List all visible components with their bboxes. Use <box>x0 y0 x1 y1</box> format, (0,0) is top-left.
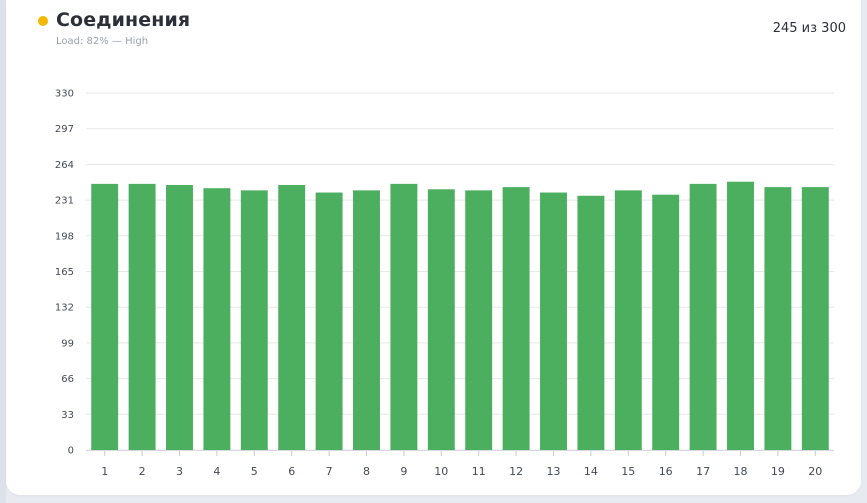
x-tick-label: 15 <box>621 465 635 478</box>
x-tick-label: 3 <box>176 465 183 478</box>
bar-18[interactable] <box>727 181 754 450</box>
x-tick-label: 16 <box>659 465 673 478</box>
x-tick-label: 4 <box>213 465 220 478</box>
y-tick-label: 132 <box>55 303 74 314</box>
x-tick-label: 13 <box>547 465 561 478</box>
x-tick-label: 5 <box>251 465 258 478</box>
bar-5[interactable] <box>240 190 268 450</box>
y-tick-label: 165 <box>55 267 74 278</box>
bar-13[interactable] <box>540 192 567 450</box>
bar-11[interactable] <box>465 190 493 450</box>
bar-1[interactable] <box>91 183 119 450</box>
y-tick-label: 231 <box>55 196 74 207</box>
x-tick-label: 2 <box>139 465 146 478</box>
bar-6[interactable] <box>278 184 306 451</box>
x-tick-label: 10 <box>434 465 448 478</box>
bar-16[interactable] <box>652 194 680 450</box>
bar-3[interactable] <box>166 184 193 451</box>
bar-19[interactable] <box>764 187 792 451</box>
bar-10[interactable] <box>427 189 455 451</box>
y-tick-label: 264 <box>55 160 74 171</box>
y-tick-label: 0 <box>68 446 74 457</box>
x-tick-label: 6 <box>288 465 295 478</box>
x-tick-label: 17 <box>696 465 710 478</box>
bar-9[interactable] <box>390 183 418 450</box>
x-tick-label: 20 <box>808 465 822 478</box>
bar-8[interactable] <box>353 190 380 450</box>
y-tick-label: 66 <box>61 374 74 385</box>
x-tick-label: 19 <box>771 465 785 478</box>
bar-20[interactable] <box>801 187 829 451</box>
load-subtitle: Load: 82% — High <box>56 36 149 47</box>
x-tick-label: 14 <box>584 465 598 478</box>
y-tick-label: 330 <box>55 89 74 100</box>
x-tick-label: 7 <box>326 465 333 478</box>
bar-7[interactable] <box>315 192 343 450</box>
bar-15[interactable] <box>614 190 642 450</box>
bar-14[interactable] <box>577 195 605 450</box>
x-tick-label: 9 <box>400 465 407 478</box>
x-tick-label: 18 <box>734 465 748 478</box>
y-tick-label: 198 <box>55 231 74 242</box>
bar-2[interactable] <box>128 183 156 450</box>
sidebar-edge <box>0 0 6 503</box>
status-indicator-dot <box>38 16 48 26</box>
y-tick-label: 99 <box>61 338 74 349</box>
bar-4[interactable] <box>203 188 231 450</box>
x-tick-label: 1 <box>101 465 108 478</box>
x-tick-label: 11 <box>472 465 486 478</box>
bar-17[interactable] <box>689 183 717 450</box>
card-title: Соединения <box>56 9 191 31</box>
y-tick-label: 33 <box>61 410 74 421</box>
connections-count: 245 из 300 <box>772 21 846 36</box>
connections-card: Соединения Load: 82% — High 245 из 300 0… <box>6 0 861 495</box>
bar-12[interactable] <box>502 187 530 451</box>
x-tick-label: 8 <box>363 465 370 478</box>
x-tick-label: 12 <box>509 465 523 478</box>
y-tick-label: 297 <box>55 124 74 135</box>
